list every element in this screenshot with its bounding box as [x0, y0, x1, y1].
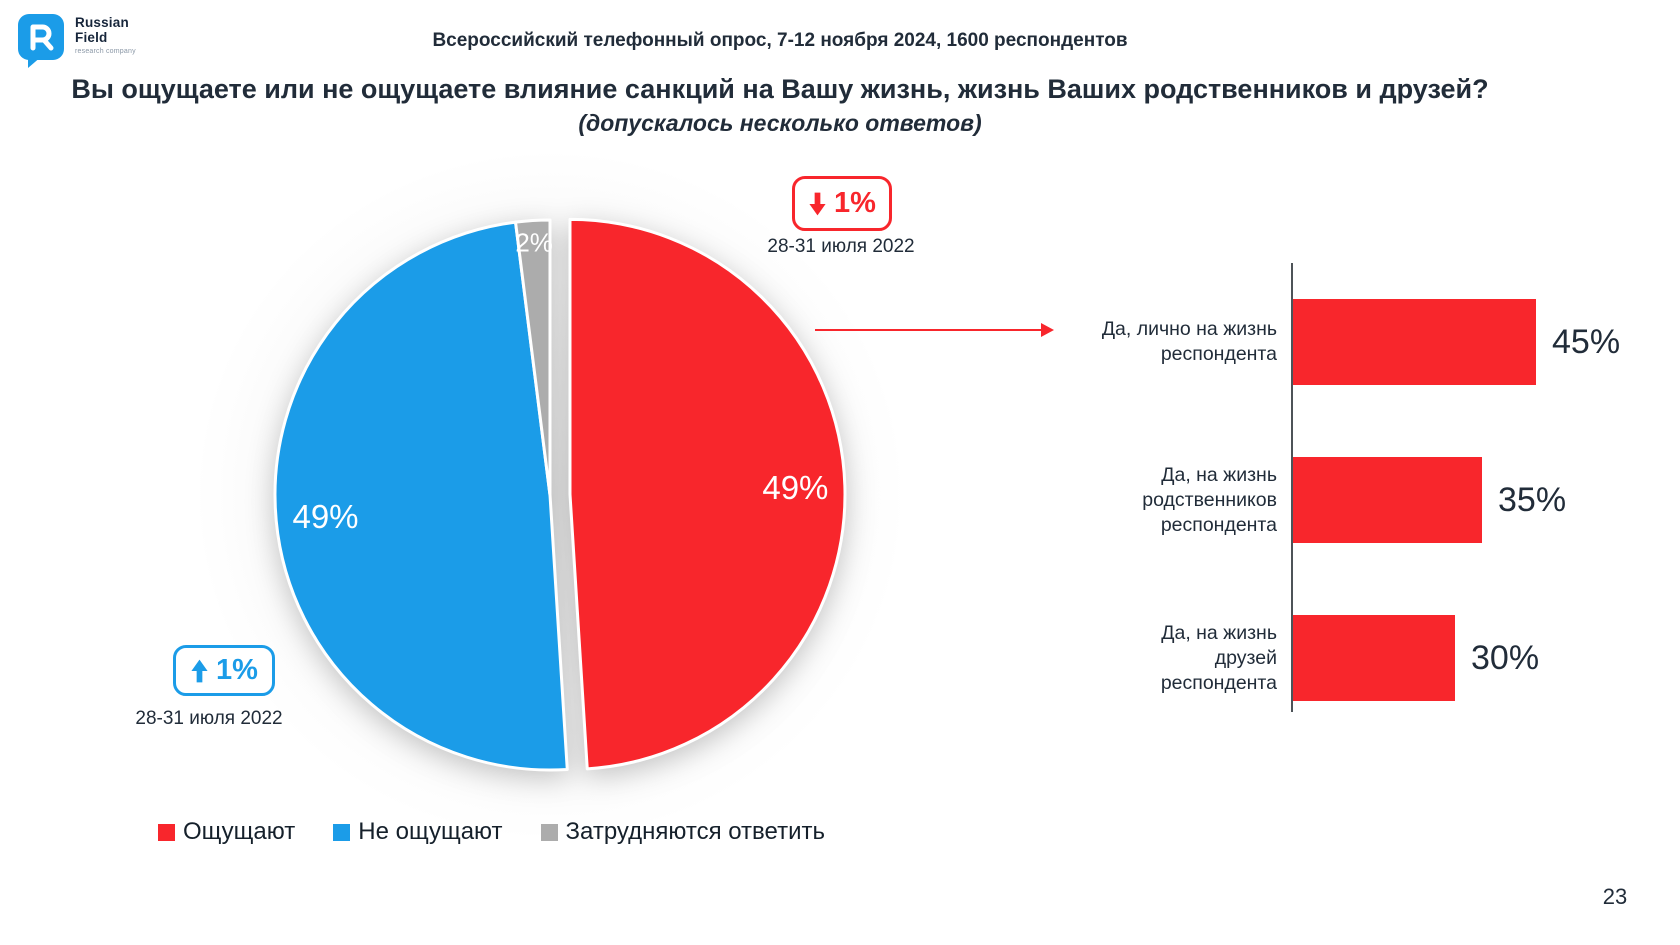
blue-change-date: 28-31 июля 2022 [135, 708, 283, 729]
red-change-value: 1% [834, 187, 876, 219]
legend-item-1: Не ощущают [333, 818, 503, 846]
legend-label-1: Не ощущают [358, 818, 503, 845]
legend-swatch-0 [158, 823, 175, 841]
arrow-up-icon [191, 659, 208, 682]
pie-slice-2 [514, 218, 552, 497]
bar-category-label-2: Да, на жизнь друзей респондента [1160, 621, 1277, 694]
bar-value-label-2: 30% [1471, 638, 1540, 677]
legend-swatch-2 [540, 823, 558, 841]
connector-arrow-head [1041, 323, 1054, 337]
bar-category-label-1: Да, на жизнь родственников респондента [1142, 463, 1277, 536]
connector-arrow-line [815, 329, 1043, 331]
question-title: Вы ощущаете или не ощущаете влияние санк… [71, 74, 1489, 104]
pie-slice-label-1: 49% [292, 498, 358, 535]
red-change-date: 28-31 июля 2022 [767, 236, 915, 257]
bar-rect-1 [1293, 457, 1482, 543]
bar-chart-axis [1291, 263, 1293, 712]
logo: Russian Field research company [16, 12, 136, 68]
legend-label-0: Ощущают [183, 818, 296, 845]
pie-slice-1 [273, 220, 569, 772]
legend: Ощущают Не ощущают Затрудняются ответить [158, 818, 825, 846]
question-subtitle: (допускалось несколько ответов) [578, 110, 982, 136]
arrow-down-icon [809, 192, 826, 215]
pie-chart: 49% 49% 2% [273, 217, 847, 772]
blue-change-value: 1% [216, 654, 258, 686]
bar-category-label-0: Да, лично на жизнь респондента [1101, 318, 1277, 365]
bar-value-label-0: 45% [1552, 322, 1621, 361]
pie-slice-0 [568, 217, 847, 771]
logo-tagline: research company [75, 48, 136, 55]
russian-field-logo-icon [18, 14, 64, 68]
red-change-badge: 1% [792, 176, 892, 231]
legend-item-2: Затрудняются ответить [540, 818, 825, 846]
legend-swatch-1 [333, 823, 351, 841]
pie-slice-label-2: 2% [515, 228, 553, 258]
pie-slice-label-0: 49% [762, 469, 828, 506]
bar-value-label-1: 35% [1498, 480, 1567, 519]
logo-brand-line2: Field [75, 30, 108, 45]
legend-label-2: Затрудняются ответить [565, 818, 825, 845]
bar-rect-0 [1293, 299, 1536, 385]
blue-change-badge: 1% [173, 645, 275, 696]
logo-text: Russian Field research company [75, 12, 136, 55]
page-number: 23 [1602, 884, 1628, 909]
logo-brand-line1: Russian [75, 15, 129, 30]
bar-rect-2 [1293, 615, 1455, 701]
survey-info: Всероссийский телефонный опрос, 7-12 ноя… [432, 30, 1128, 51]
bar-chart: Да, лично на жизнь респондента 45% Да, на … [995, 263, 1635, 733]
legend-item-0: Ощущают [158, 818, 295, 846]
